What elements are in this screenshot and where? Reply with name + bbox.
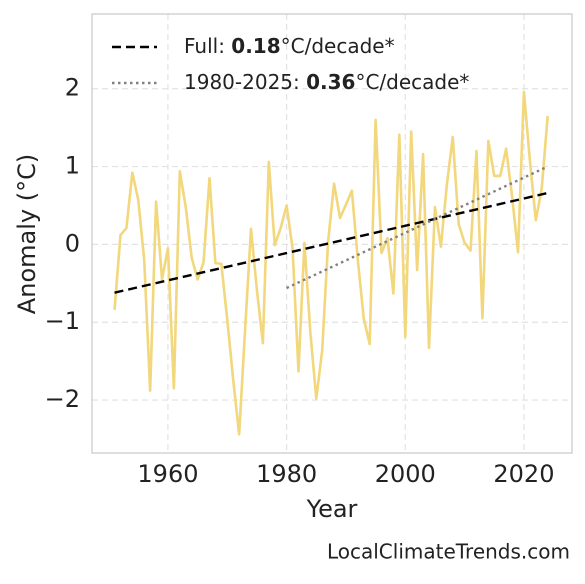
x-axis-label: Year	[306, 495, 358, 523]
legend-label: Full: 0.18°C/decade*	[184, 34, 395, 58]
y-tick-label: 0	[65, 229, 80, 257]
plot-frame	[91, 13, 573, 454]
x-tick-label: 2000	[375, 460, 436, 488]
data-line	[113, 90, 549, 436]
y-tick-label: 1	[65, 152, 80, 180]
trend-line	[114, 191, 548, 294]
y-tick-label: 2	[65, 74, 80, 102]
x-tick-label: 1980	[256, 460, 317, 488]
y-tick-label: −2	[45, 385, 80, 413]
x-tick-label: 1960	[137, 460, 198, 488]
y-tick-label: −1	[45, 307, 80, 335]
x-tick-label: 2020	[493, 460, 554, 488]
watermark: LocalClimateTrends.com	[327, 540, 570, 564]
y-axis-label: Anomaly (°C)	[13, 154, 41, 314]
legend-label: 1980-2025: 0.36°C/decade*	[184, 70, 469, 94]
